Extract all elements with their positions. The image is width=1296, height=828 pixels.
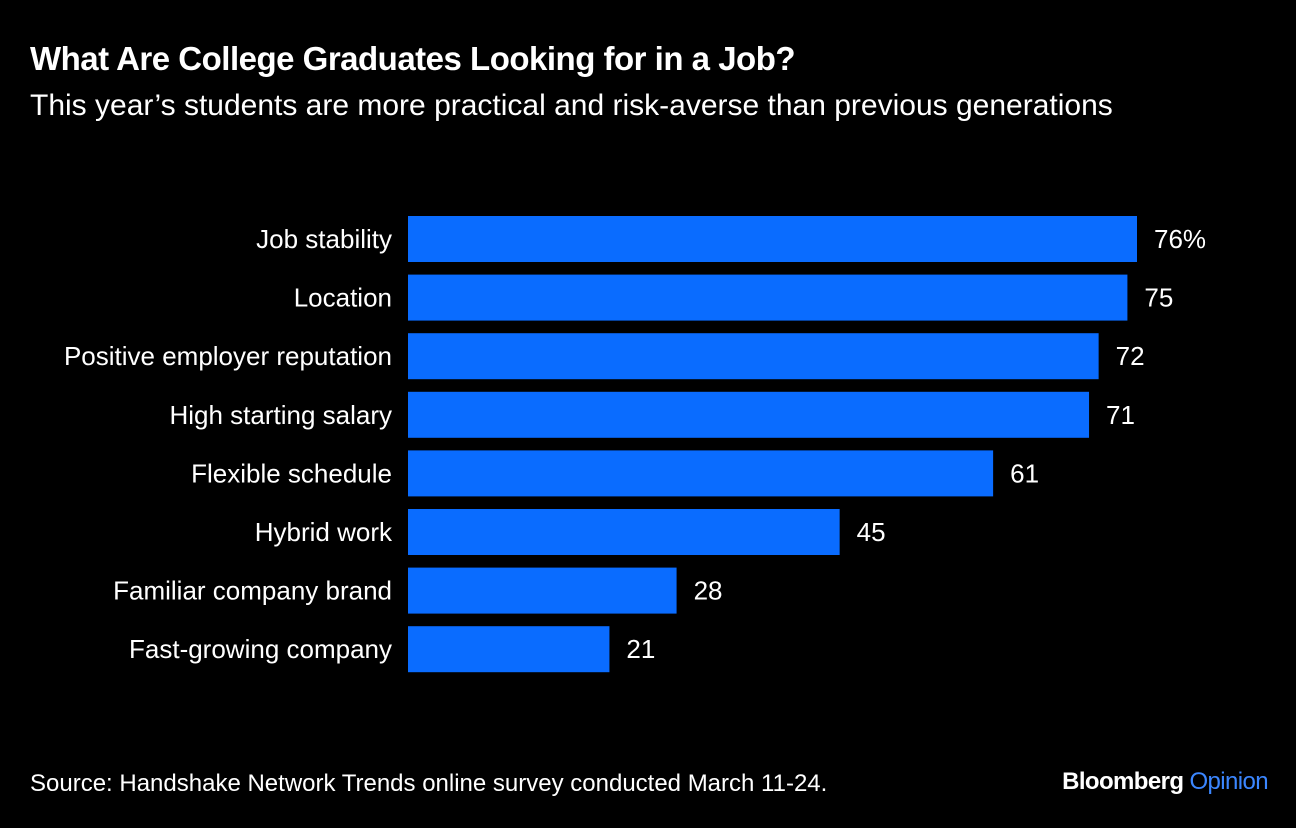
bar-3 [408, 391, 1090, 438]
bar-7 [408, 626, 610, 673]
bar-4 [408, 450, 994, 497]
category-label: Familiar company brand [113, 576, 392, 606]
category-label: Fast-growing company [129, 634, 392, 664]
category-label: Job stability [256, 224, 392, 254]
value-label: 75 [1144, 283, 1173, 313]
value-label: 28 [694, 576, 723, 606]
value-label: 61 [1010, 458, 1039, 488]
bar-1 [408, 274, 1128, 321]
brand-main: Bloomberg [1062, 768, 1184, 795]
category-label: Positive employer reputation [64, 341, 392, 371]
source-note: Source: Handshake Network Trends online … [30, 770, 828, 797]
value-label: 45 [857, 517, 886, 547]
bar-2 [408, 333, 1099, 380]
bar-6 [408, 567, 677, 614]
bar-chart: Job stability 76% Location 75 Positive emplo… [64, 216, 1206, 673]
value-label: 76% [1154, 224, 1206, 254]
bar-0 [408, 216, 1137, 262]
category-label: Flexible schedule [191, 458, 392, 488]
category-label: Hybrid work [255, 517, 393, 547]
value-label: 21 [626, 634, 655, 664]
value-label: 71 [1106, 400, 1135, 430]
bar-5 [408, 509, 840, 555]
chart-title: What Are College Graduates Looking for i… [30, 40, 796, 77]
value-label: 72 [1116, 341, 1145, 371]
brand-logo: Bloomberg Opinion [1062, 768, 1268, 796]
brand-sub: Opinion [1189, 768, 1268, 795]
category-label: Location [294, 283, 392, 313]
category-label: High starting salary [169, 400, 392, 430]
chart-subtitle: This year’s students are more practical … [30, 89, 1113, 122]
